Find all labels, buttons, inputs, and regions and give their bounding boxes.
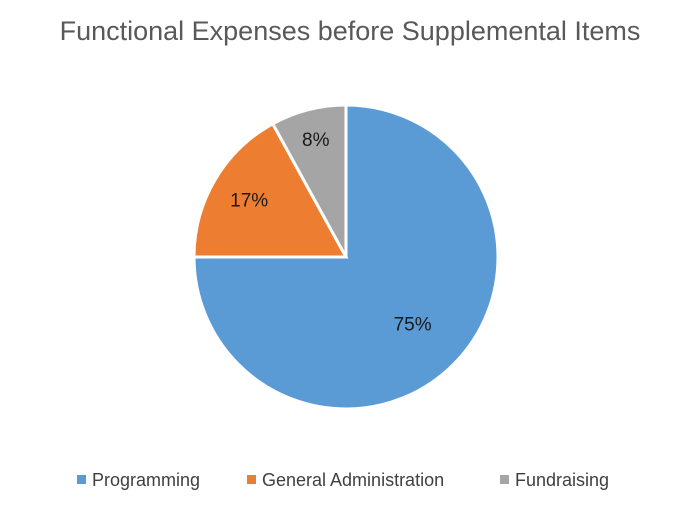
pie-slice-programming — [192, 103, 500, 411]
pie-slice-fundraising — [270, 103, 348, 258]
pie-slices — [192, 103, 500, 411]
data-label-fundraising: 8% — [302, 130, 330, 151]
legend-swatch-programming — [77, 475, 86, 484]
chart-title: Functional Expenses before Supplemental … — [60, 16, 641, 46]
legend-label-general-administration: General Administration — [262, 470, 444, 490]
legend-swatch-general-administration — [247, 475, 256, 484]
data-label-programming: 75% — [394, 315, 432, 336]
legend: Programming General Administration Fundrai… — [77, 470, 609, 490]
pie-data-labels: 75% 17% 8% — [230, 130, 432, 335]
legend-swatch-fundraising — [500, 475, 509, 484]
legend-label-programming: Programming — [92, 470, 200, 490]
pie-slice-general-administration — [192, 121, 349, 259]
data-label-general-administration: 17% — [230, 191, 268, 212]
legend-label-fundraising: Fundraising — [515, 470, 609, 490]
